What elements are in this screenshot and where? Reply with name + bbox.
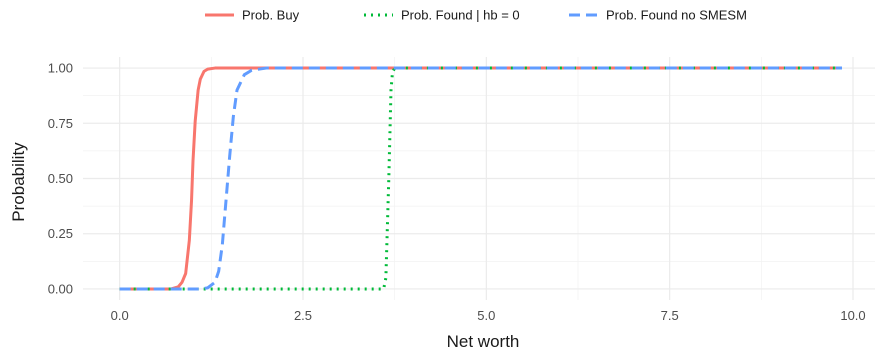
y-tick-label: 0.00: [48, 281, 73, 296]
tick-labels: 0.0 2.5 5.0 7.5 10.0 0.00 0.25 0.50 0.75 1.00: [48, 61, 866, 323]
legend-label: Prob. Found no SMESM: [606, 8, 747, 23]
grid: [83, 57, 875, 300]
x-tick-label: 7.5: [661, 308, 679, 323]
series-line: [119, 66, 842, 291]
x-tick-label: 10.0: [840, 308, 865, 323]
legend-label: Prob. Buy: [242, 8, 300, 23]
y-tick-label: 0.50: [48, 171, 73, 186]
y-tick-label: 0.75: [48, 116, 73, 131]
x-tick-label: 5.0: [477, 308, 495, 323]
series-line: [119, 66, 842, 291]
legend-label: Prob. Found | hb = 0: [401, 8, 520, 23]
x-tick-label: 0.0: [111, 308, 129, 323]
y-axis-title: Probability: [9, 142, 28, 222]
legend: Prob. Buy Prob. Found | hb = 0 Prob. Found…: [205, 8, 747, 23]
y-tick-label: 1.00: [48, 61, 73, 76]
x-axis-title: Net worth: [447, 332, 520, 351]
y-tick-label: 0.25: [48, 226, 73, 241]
series-lines: [119, 66, 842, 291]
x-tick-label: 2.5: [294, 308, 312, 323]
